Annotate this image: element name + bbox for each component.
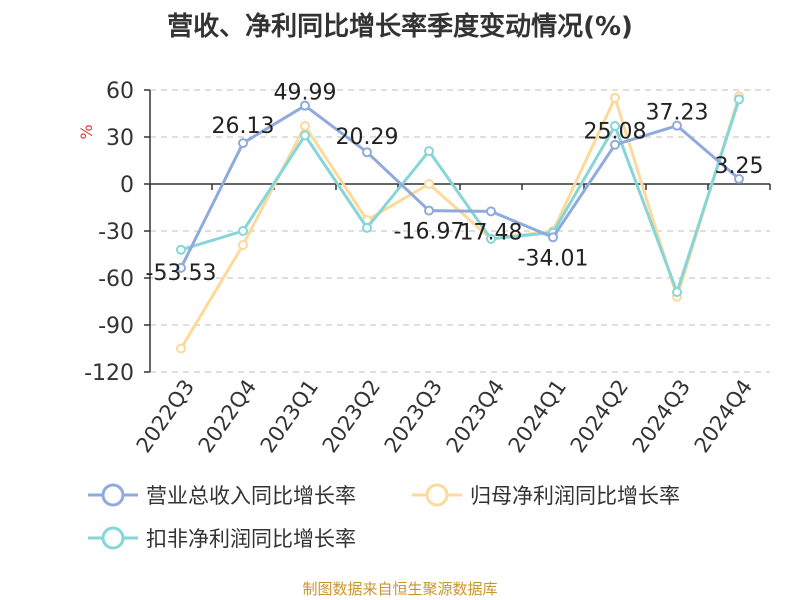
data-point (362, 222, 372, 233)
x-tick-label: 2024Q4 (690, 375, 757, 457)
x-tick-label: 2023Q4 (442, 375, 509, 457)
data-label: 49.99 (274, 81, 337, 106)
data-label: 17.48 (460, 220, 523, 245)
series-line (179, 104, 740, 269)
data-label: 3.25 (715, 154, 764, 179)
data-point (238, 226, 248, 236)
y-tick-label: 0 (120, 173, 134, 198)
x-tick-label: 2023Q3 (380, 375, 447, 457)
x-tick-label: 2023Q2 (318, 375, 385, 457)
y-tick-label: -90 (98, 314, 134, 339)
x-tick-label: 2024Q1 (504, 375, 571, 457)
x-tick-label: 2022Q3 (132, 375, 199, 457)
data-point (610, 121, 620, 132)
x-tick-label: 2024Q3 (628, 375, 695, 457)
data-point (734, 94, 744, 105)
data-point (238, 240, 248, 251)
y-tick-label: 30 (106, 126, 134, 151)
legend-item-revenue[interactable]: 营业总收入同比增长率 (88, 480, 356, 510)
data-point (362, 147, 372, 158)
legend-label-net-profit: 归母净利润同比增长率 (470, 484, 680, 508)
data-point (486, 206, 496, 217)
data-point (238, 138, 248, 149)
source-note: 制图数据来自恒生聚源数据库 (302, 580, 498, 598)
data-point (610, 92, 620, 103)
data-point (672, 287, 682, 298)
y-tick-label: 60 (106, 79, 134, 104)
y-axis-unit-label: % (77, 124, 96, 139)
data-label: -34.01 (518, 246, 589, 271)
data-label: 26.13 (212, 114, 275, 139)
data-point (486, 233, 496, 244)
data-point (424, 146, 434, 157)
series-line (180, 98, 741, 294)
data-point (424, 179, 434, 189)
legend-item-deducted-net-profit[interactable]: 扣非净利润同比增长率 (88, 523, 356, 553)
legend-line-icon (88, 526, 138, 550)
legend-line-icon (88, 483, 138, 507)
data-label: 25.08 (584, 120, 647, 145)
data-label: -16.97 (394, 220, 465, 245)
data-point (548, 232, 558, 243)
x-tick-label: 2024Q2 (566, 375, 633, 457)
legend-item-net-profit[interactable]: 归母净利润同比增长率 (412, 480, 680, 510)
data-point (424, 205, 434, 216)
y-tick-label: -120 (84, 361, 134, 386)
data-point (176, 343, 186, 354)
legend-label-deducted-net-profit: 扣非净利润同比增长率 (146, 527, 356, 551)
series-layer (176, 91, 744, 354)
data-point (300, 130, 310, 141)
y-tick-label: -60 (98, 267, 134, 292)
data-point (176, 262, 186, 273)
y-tick-label: -30 (98, 220, 134, 245)
data-label: 37.23 (646, 101, 709, 126)
data-label: 20.29 (336, 125, 399, 150)
data-label: -53.53 (146, 261, 217, 286)
data-point (672, 120, 682, 131)
chart-title: 营收、净利同比增长率季度变动情况(%) (167, 12, 633, 42)
data-point (176, 244, 186, 255)
legend-line-icon (412, 483, 462, 507)
x-tick-label: 2023Q1 (256, 375, 323, 457)
data-point (610, 139, 620, 150)
x-tick-label: 2022Q4 (194, 375, 261, 457)
legend-label-revenue: 营业总收入同比增长率 (146, 484, 356, 508)
data-point (300, 100, 310, 111)
data-point (734, 173, 744, 184)
data-point (300, 121, 310, 132)
